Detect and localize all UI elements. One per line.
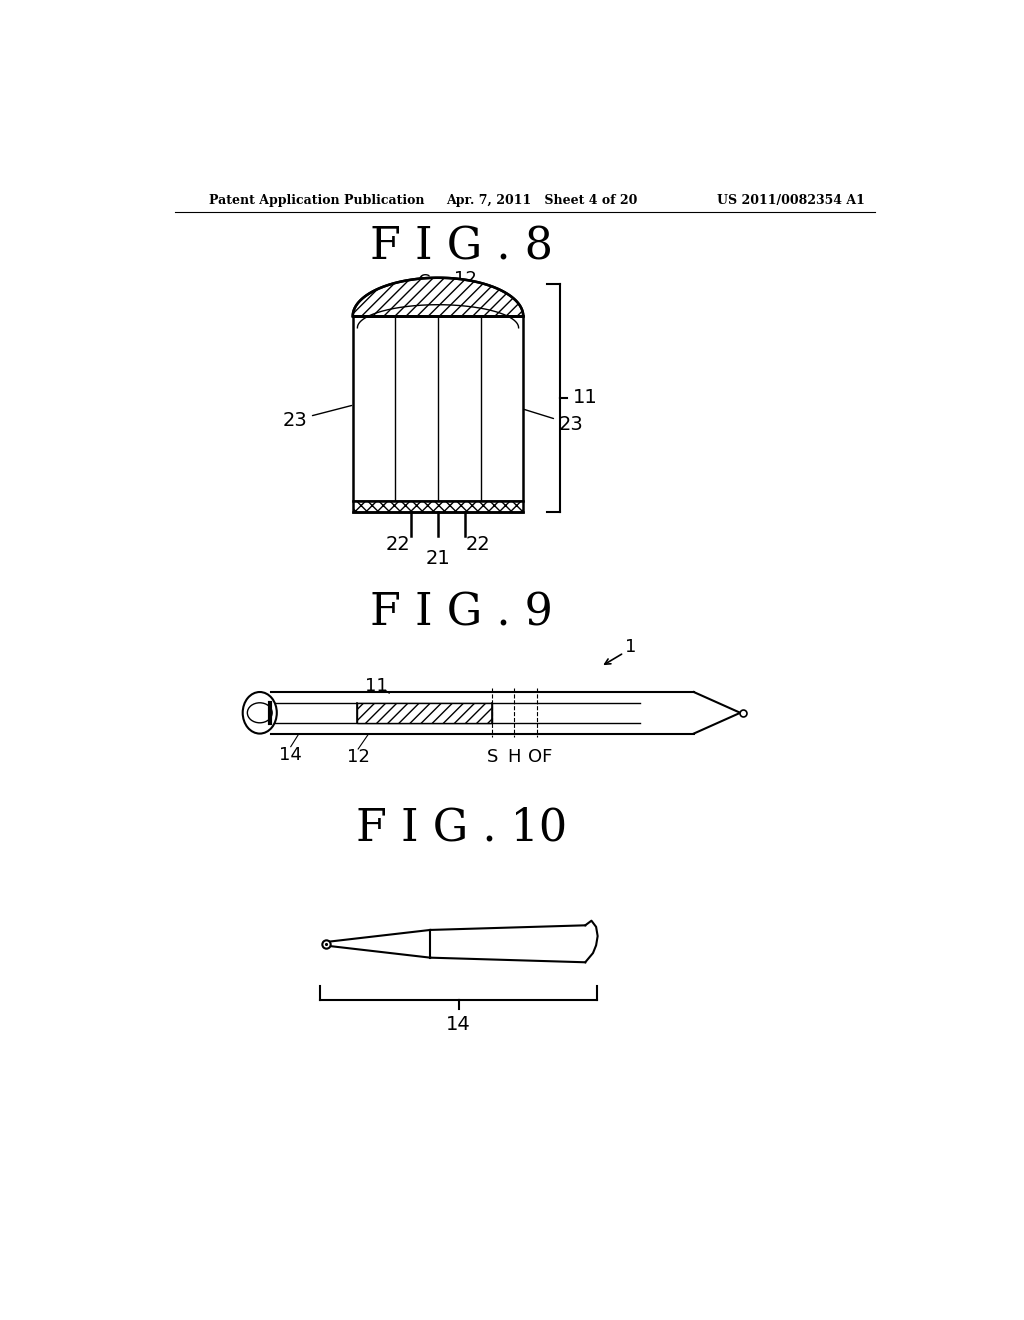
Text: 1: 1 (625, 639, 636, 656)
Text: OF: OF (528, 748, 553, 767)
Text: F I G . 10: F I G . 10 (355, 807, 567, 850)
Text: H: H (507, 748, 520, 767)
Text: S: S (486, 748, 498, 767)
Bar (352, 502, 523, 512)
Ellipse shape (243, 692, 276, 734)
Text: Patent Application Publication: Patent Application Publication (209, 194, 425, 207)
Text: 23: 23 (283, 405, 351, 430)
Ellipse shape (248, 702, 272, 723)
Text: 12: 12 (454, 271, 476, 288)
Text: 23: 23 (524, 409, 584, 433)
Text: F I G . 8: F I G . 8 (370, 226, 553, 268)
Bar (352, 317, 523, 502)
Text: US 2011/0082354 A1: US 2011/0082354 A1 (717, 194, 865, 207)
Polygon shape (352, 277, 523, 317)
Text: F I G . 9: F I G . 9 (370, 591, 553, 635)
Text: 14: 14 (446, 1015, 471, 1034)
Text: C: C (418, 273, 430, 290)
Text: 21: 21 (426, 549, 451, 569)
Text: 22: 22 (385, 536, 410, 554)
Bar (356, 702, 493, 723)
Text: Apr. 7, 2011   Sheet 4 of 20: Apr. 7, 2011 Sheet 4 of 20 (445, 194, 637, 207)
Text: 12: 12 (347, 748, 370, 767)
Text: 11: 11 (365, 677, 387, 694)
Text: 11: 11 (572, 388, 598, 408)
Text: 22: 22 (466, 536, 490, 554)
Text: 14: 14 (280, 746, 302, 764)
Polygon shape (352, 277, 523, 317)
